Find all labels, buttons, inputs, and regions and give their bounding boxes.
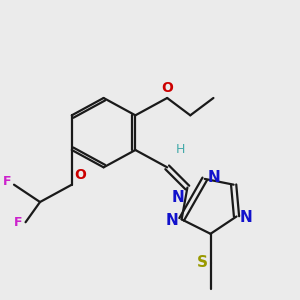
Text: S: S <box>196 255 208 270</box>
Text: F: F <box>3 175 11 188</box>
Text: O: O <box>75 168 87 182</box>
Text: N: N <box>239 210 252 225</box>
Text: H: H <box>176 143 185 156</box>
Text: O: O <box>161 81 173 95</box>
Text: N: N <box>172 190 184 206</box>
Text: N: N <box>166 213 179 228</box>
Text: N: N <box>208 170 220 185</box>
Text: F: F <box>14 216 23 229</box>
